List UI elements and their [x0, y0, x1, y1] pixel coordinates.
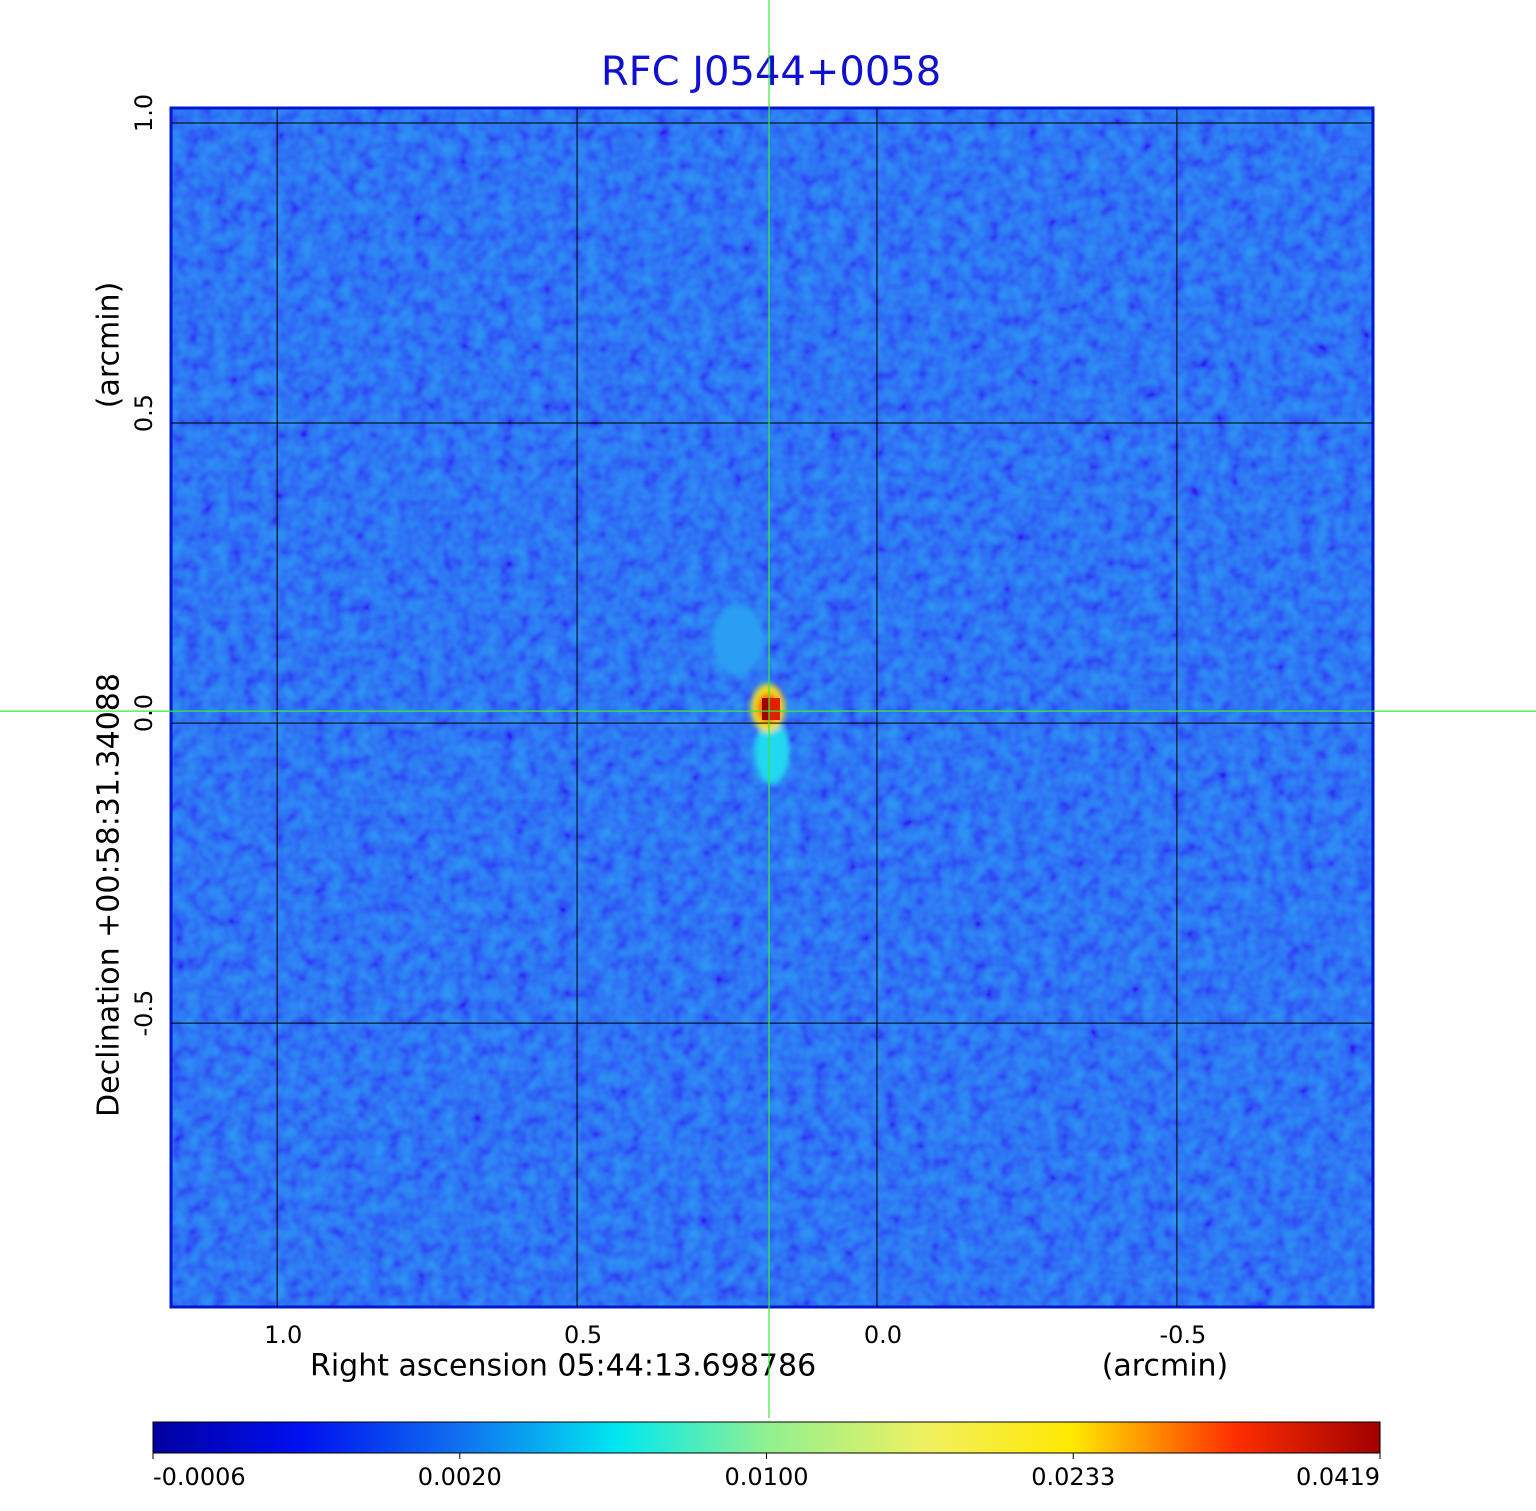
y-tick-label: 0.0 [130, 694, 158, 732]
x-tick-label: 0.5 [564, 1321, 602, 1349]
plot-frame [169, 106, 1375, 1309]
source-core [762, 698, 769, 720]
colorbar-tick-label: -0.0006 [153, 1463, 246, 1491]
chart-title: RFC J0544+0058 [601, 49, 941, 95]
colorbar-tick-label: 0.0020 [418, 1463, 502, 1491]
colorbar-tick-label: 0.0100 [725, 1463, 809, 1491]
x-tick-label: 1.0 [264, 1321, 302, 1349]
source-component [754, 720, 790, 784]
x-tick-label: 0.0 [864, 1321, 902, 1349]
x-axis-unit: (arcmin) [1102, 1349, 1229, 1384]
y-axis-label: Declination +00:58:31.34088 [92, 673, 127, 1117]
colorbar-tick-label: 0.0419 [1296, 1463, 1380, 1491]
y-tick-label: 0.5 [130, 394, 158, 432]
colorbar-tick-label: 0.0233 [1031, 1463, 1115, 1491]
colorbar [152, 1421, 1381, 1454]
y-tick-label: -0.5 [130, 990, 158, 1037]
sky-image [171, 108, 1373, 1307]
x-axis-label: Right ascension 05:44:13.698786 [310, 1349, 816, 1384]
source-component [712, 604, 764, 676]
y-tick-label: 1.0 [130, 94, 158, 132]
y-axis-unit: (arcmin) [92, 282, 127, 409]
x-tick-label: -0.5 [1159, 1321, 1206, 1349]
